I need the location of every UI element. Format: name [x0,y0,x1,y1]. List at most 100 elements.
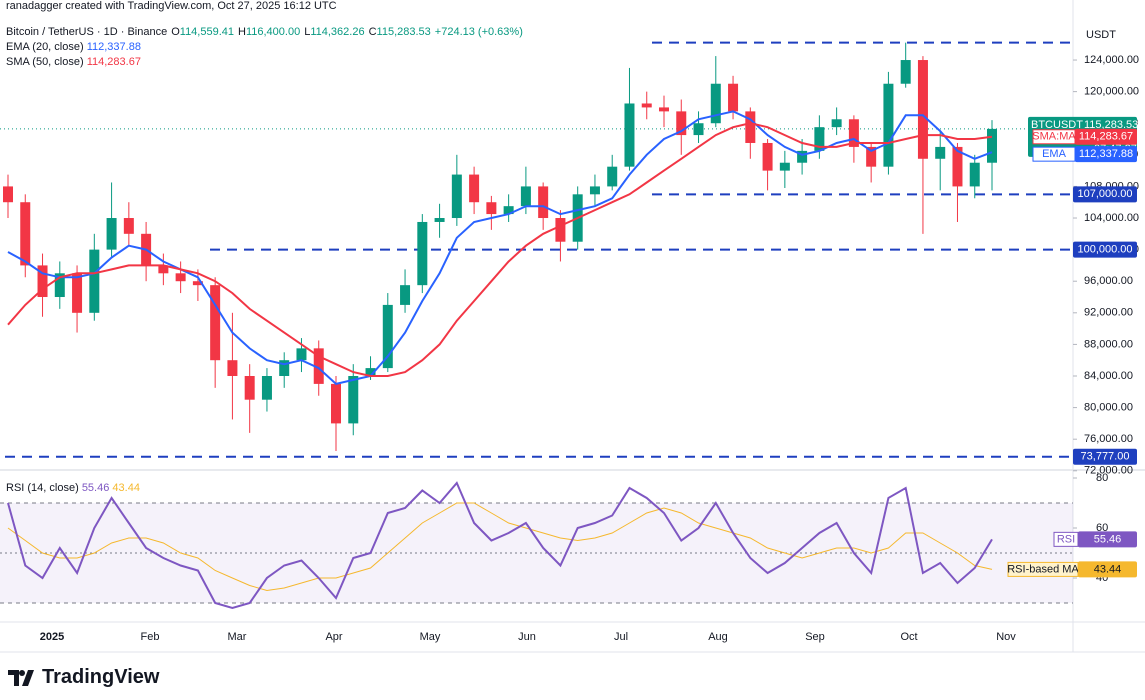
candle-body [175,273,186,282]
candle-body [520,186,531,207]
indicator-line [7,122,993,377]
candle-body [365,368,376,376]
rsi-y-tick-label: 60 [1096,522,1108,534]
candle-body [555,218,566,242]
rsi-title: RSI (14, close) [6,482,79,494]
candle-body [693,123,704,136]
candle-body [659,107,669,112]
ohlc-value: 114,559.41 [179,26,235,38]
symbol-legend: Bitcoin / TetherUS · 1D · Binance O114,55… [6,26,523,38]
candle-body [382,304,393,369]
candle-body [227,360,238,376]
y-tick-label: 76,000.00 [1084,433,1133,445]
ohlc-value: 115,283.53 [376,26,431,38]
level-label: 100,000.00 [1077,244,1132,256]
y-tick-label: 120,000.00 [1084,86,1139,98]
x-tick-label: Mar [228,631,247,643]
candle-body [106,218,117,250]
candle-body [624,103,635,167]
level-label-bg [1073,241,1137,258]
footer-logo: TradingView [8,666,159,689]
candle-body [244,376,255,400]
sma-title: SMA (50, close) [6,56,84,68]
y-tick-label: 124,000.00 [1084,54,1139,66]
ohlc-key: C [368,26,377,38]
ohlc-key: H [238,26,246,38]
y-tick-label: 96,000.00 [1084,275,1133,287]
series-value: 112,337.88 [1079,148,1133,160]
rsi-line [7,481,993,610]
candle-body [900,60,911,84]
y-tick-label: 72,000.00 [1084,465,1133,477]
x-tick-label: Nov [996,631,1016,643]
series-name: SMA:MA [1032,131,1076,143]
candle-body [987,128,997,163]
candle-body [486,202,497,215]
ohlc-value: 116,400.00 [245,26,301,38]
rsi-y-tick-label: 80 [1096,472,1108,484]
candle-body [710,83,721,124]
ema-title: EMA (20, close) [6,41,84,53]
candle-body [469,174,480,203]
series-value-bg [1075,146,1137,163]
candle-body [279,360,290,376]
x-tick-label: May [420,631,441,643]
rsi-value-badge: 55.46 [1094,533,1122,545]
rsi-ma-name: RSI-based MA [1007,563,1079,575]
y-tick-label: 80,000.00 [1084,402,1133,414]
candle-body [745,111,756,143]
candle-body [210,285,221,361]
candle-body [123,218,134,234]
rsi-value: 55.46 [81,482,110,494]
sma-value: 114,283.67 [86,56,141,68]
x-tick-label: Feb [141,631,160,643]
candle-body [89,249,100,313]
candle-body [20,202,31,266]
candle-body [538,186,549,219]
candle-body [814,127,825,151]
candle-body [54,273,65,298]
series-value: 114,283.67 [1079,131,1133,143]
rsi-ma-value-badge: 43.44 [1094,563,1122,575]
y-tick-label: 84,000.00 [1084,370,1133,382]
candle-body [296,348,307,361]
ohlc-value: 114,362.26 [310,26,365,38]
candle-body [935,146,946,159]
candle-body [451,174,462,219]
candle-body [831,119,842,128]
candle-body [348,376,359,424]
y-tick-label: 104,000.00 [1084,212,1139,224]
candle-body [952,146,963,187]
x-tick-label: Apr [325,631,342,643]
y-tick-label: 92,000.00 [1084,307,1133,319]
candle-body [37,265,48,298]
last-price-value: 115,283.53 [1084,119,1138,131]
series-name: EMA [1042,148,1067,160]
candle-body [192,281,203,286]
candle-body [866,146,877,167]
rsi-ma-line [7,502,993,592]
candle-body [969,162,980,187]
level-label: 107,000.00 [1077,188,1132,200]
candle-body [434,218,445,222]
candle-body [779,162,790,171]
candle-body [3,186,13,203]
sma-legend: SMA (50, close) 114,283.67 [6,56,141,68]
ohlc-key: L [304,26,311,38]
x-tick-label: Jun [518,631,536,643]
candle-body [400,285,411,305]
candle-body [313,348,324,384]
level-label-bg [1073,186,1137,203]
brand: TradingView [42,666,160,688]
candle-body [883,83,894,167]
candle-body [158,265,169,274]
candle-body [641,103,652,108]
rsi-ma-value-badge-bg [1078,561,1137,578]
candle-body [917,60,928,159]
series-value-bg [1075,128,1137,145]
ohlc-key: O [171,26,180,38]
x-tick-label: Aug [708,631,728,643]
x-tick-label: 2025 [40,631,64,643]
